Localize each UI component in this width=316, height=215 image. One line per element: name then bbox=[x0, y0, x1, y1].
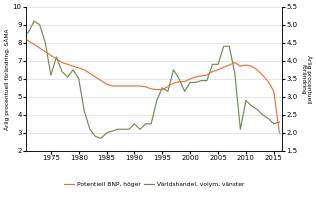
Potentiell BNP, höger bbox=[155, 88, 159, 91]
Världshandel, volym, vänster bbox=[222, 45, 226, 48]
Världshandel, volym, vänster bbox=[121, 128, 125, 131]
Världshandel, volym, vänster bbox=[266, 117, 270, 120]
Legend: Potentiell BNP, höger, Världshandel, volym, vänster: Potentiell BNP, höger, Världshandel, vol… bbox=[61, 180, 247, 190]
Världshandel, volym, vänster bbox=[21, 36, 25, 39]
Världshandel, volym, vänster bbox=[99, 137, 103, 140]
Potentiell BNP, höger bbox=[277, 132, 281, 134]
Världshandel, volym, vänster bbox=[38, 23, 42, 26]
Potentiell BNP, höger bbox=[99, 79, 103, 82]
Potentiell BNP, höger bbox=[210, 70, 214, 73]
Världshandel, volym, vänster bbox=[239, 128, 242, 131]
Potentiell BNP, höger bbox=[43, 51, 47, 53]
Världshandel, volym, vänster bbox=[77, 77, 81, 80]
Världshandel, volym, vänster bbox=[161, 86, 164, 89]
Världshandel, volym, vänster bbox=[94, 135, 97, 138]
Potentiell BNP, höger bbox=[38, 47, 42, 49]
Världshandel, volym, vänster bbox=[133, 123, 137, 125]
Världshandel, volym, vänster bbox=[149, 123, 153, 125]
Världshandel, volym, vänster bbox=[210, 63, 214, 66]
Potentiell BNP, höger bbox=[205, 74, 209, 77]
Världshandel, volym, vänster bbox=[272, 123, 276, 125]
Världshandel, volym, vänster bbox=[166, 90, 170, 93]
Världshandel, volym, vänster bbox=[172, 68, 175, 71]
Världshandel, volym, vänster bbox=[194, 81, 198, 84]
Världshandel, volym, vänster bbox=[32, 20, 36, 22]
Världshandel, volym, vänster bbox=[66, 76, 70, 78]
Potentiell BNP, höger bbox=[161, 88, 164, 91]
Potentiell BNP, höger bbox=[94, 76, 97, 78]
Potentiell BNP, höger bbox=[266, 80, 270, 83]
Världshandel, volym, vänster bbox=[227, 45, 231, 48]
Potentiell BNP, höger bbox=[166, 85, 170, 88]
Världshandel, volym, vänster bbox=[261, 114, 264, 116]
Potentiell BNP, höger bbox=[133, 85, 137, 87]
Potentiell BNP, höger bbox=[49, 54, 53, 57]
Världshandel, volym, vänster bbox=[55, 56, 58, 58]
Världshandel, volym, vänster bbox=[110, 130, 114, 132]
Potentiell BNP, höger bbox=[188, 77, 192, 80]
Line: Världshandel, volym, vänster: Världshandel, volym, vänster bbox=[23, 21, 279, 138]
Potentiell BNP, höger bbox=[110, 85, 114, 87]
Världshandel, volym, vänster bbox=[216, 63, 220, 66]
Världshandel, volym, vänster bbox=[27, 31, 30, 33]
Världshandel, volym, vänster bbox=[60, 70, 64, 73]
Världshandel, volym, vänster bbox=[199, 79, 203, 82]
Världshandel, volym, vänster bbox=[105, 132, 108, 134]
Potentiell BNP, höger bbox=[261, 74, 264, 77]
Världshandel, volym, vänster bbox=[82, 110, 86, 112]
Potentiell BNP, höger bbox=[239, 65, 242, 68]
Världshandel, volym, vänster bbox=[71, 68, 75, 71]
Potentiell BNP, höger bbox=[66, 63, 70, 66]
Potentiell BNP, höger bbox=[194, 76, 198, 78]
Potentiell BNP, höger bbox=[183, 80, 186, 83]
Världshandel, volym, vänster bbox=[49, 74, 53, 77]
Potentiell BNP, höger bbox=[60, 61, 64, 64]
Världshandel, volym, vänster bbox=[43, 41, 47, 44]
Potentiell BNP, höger bbox=[144, 85, 148, 88]
Världshandel, volym, vänster bbox=[244, 99, 248, 102]
Y-axis label: Årlig procentuell
förändring: Årlig procentuell förändring bbox=[301, 55, 312, 103]
Potentiell BNP, höger bbox=[121, 85, 125, 87]
Potentiell BNP, höger bbox=[71, 65, 75, 68]
Potentiell BNP, höger bbox=[255, 68, 259, 71]
Potentiell BNP, höger bbox=[27, 40, 30, 42]
Potentiell BNP, höger bbox=[55, 58, 58, 60]
Potentiell BNP, höger bbox=[172, 82, 175, 84]
Världshandel, volym, vänster bbox=[250, 104, 253, 107]
Potentiell BNP, höger bbox=[88, 72, 92, 75]
Potentiell BNP, höger bbox=[177, 80, 181, 83]
Världshandel, volym, vänster bbox=[188, 81, 192, 84]
Potentiell BNP, höger bbox=[199, 75, 203, 77]
Potentiell BNP, höger bbox=[105, 83, 108, 86]
Potentiell BNP, höger bbox=[116, 85, 120, 87]
Potentiell BNP, höger bbox=[244, 64, 248, 66]
Potentiell BNP, höger bbox=[21, 36, 25, 39]
Potentiell BNP, höger bbox=[149, 88, 153, 90]
Potentiell BNP, höger bbox=[233, 61, 237, 64]
Potentiell BNP, höger bbox=[32, 43, 36, 46]
Världshandel, volym, vänster bbox=[177, 77, 181, 80]
Potentiell BNP, höger bbox=[222, 66, 226, 69]
Potentiell BNP, höger bbox=[250, 65, 253, 68]
Världshandel, volym, vänster bbox=[88, 128, 92, 131]
Potentiell BNP, höger bbox=[77, 67, 81, 69]
Världshandel, volym, vänster bbox=[277, 121, 281, 123]
Världshandel, volym, vänster bbox=[255, 108, 259, 111]
Potentiell BNP, höger bbox=[227, 64, 231, 66]
Världshandel, volym, vänster bbox=[205, 79, 209, 82]
Potentiell BNP, höger bbox=[272, 90, 276, 93]
Potentiell BNP, höger bbox=[138, 85, 142, 87]
Potentiell BNP, höger bbox=[127, 85, 131, 87]
Världshandel, volym, vänster bbox=[155, 99, 159, 102]
Y-axis label: Årlig procentuell förändring, SÅMA: Årlig procentuell förändring, SÅMA bbox=[4, 28, 10, 129]
Världshandel, volym, vänster bbox=[233, 72, 237, 75]
Världshandel, volym, vänster bbox=[138, 128, 142, 131]
Världshandel, volym, vänster bbox=[116, 128, 120, 131]
Line: Potentiell BNP, höger: Potentiell BNP, höger bbox=[23, 37, 279, 133]
Världshandel, volym, vänster bbox=[183, 90, 186, 93]
Potentiell BNP, höger bbox=[82, 68, 86, 71]
Potentiell BNP, höger bbox=[216, 68, 220, 71]
Världshandel, volym, vänster bbox=[144, 123, 148, 125]
Världshandel, volym, vänster bbox=[127, 128, 131, 131]
